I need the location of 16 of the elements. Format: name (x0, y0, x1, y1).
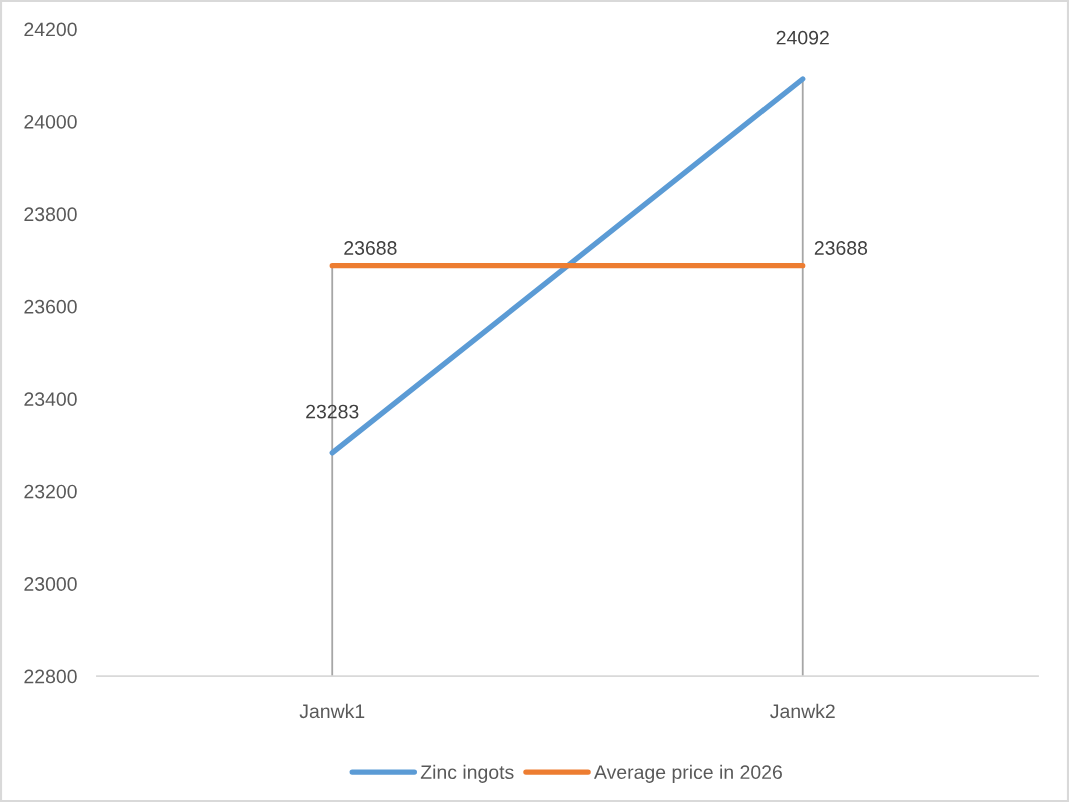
y-tick-label: 22800 (24, 669, 77, 684)
y-tick-label: 23400 (24, 392, 77, 407)
y-tick-label: 23600 (24, 299, 77, 314)
data-label: 23688 (344, 241, 397, 255)
x-tick-label: Janwk2 (770, 703, 835, 719)
y-tick-label: 24200 (24, 22, 77, 37)
legend-label: Zinc ingots (420, 764, 514, 783)
y-tick-label: 23000 (24, 577, 77, 591)
y-tick-label: 23200 (24, 484, 77, 499)
legend-label: Average price in 2026 (594, 764, 782, 783)
data-label: 24092 (776, 30, 829, 45)
x-tick-label: Janwk1 (299, 703, 365, 719)
y-tick-label: 23800 (24, 207, 77, 222)
y-tick-label: 24000 (24, 114, 77, 129)
data-label: 23688 (814, 241, 868, 255)
data-label: 23283 (306, 404, 359, 419)
